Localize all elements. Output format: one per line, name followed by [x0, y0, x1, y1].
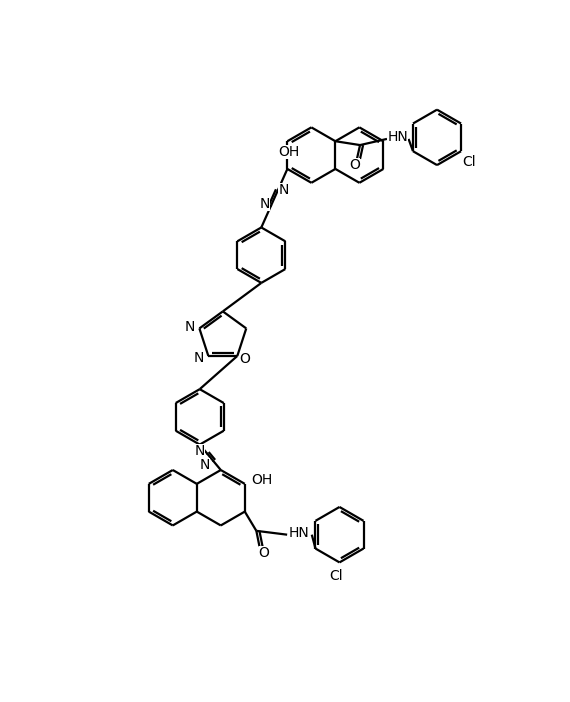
Text: HN: HN — [388, 131, 408, 145]
Text: OH: OH — [251, 473, 272, 487]
Text: O: O — [239, 352, 250, 366]
Text: N: N — [200, 458, 210, 472]
Text: N: N — [278, 183, 289, 197]
Text: N: N — [195, 444, 205, 458]
Text: Cl: Cl — [462, 155, 475, 169]
Text: HN: HN — [289, 526, 310, 540]
Text: N: N — [194, 350, 204, 364]
Text: N: N — [185, 320, 196, 334]
Text: N: N — [260, 197, 270, 211]
Text: O: O — [259, 546, 270, 560]
Text: OH: OH — [278, 145, 299, 159]
Text: Cl: Cl — [329, 569, 343, 583]
Text: O: O — [349, 158, 360, 172]
